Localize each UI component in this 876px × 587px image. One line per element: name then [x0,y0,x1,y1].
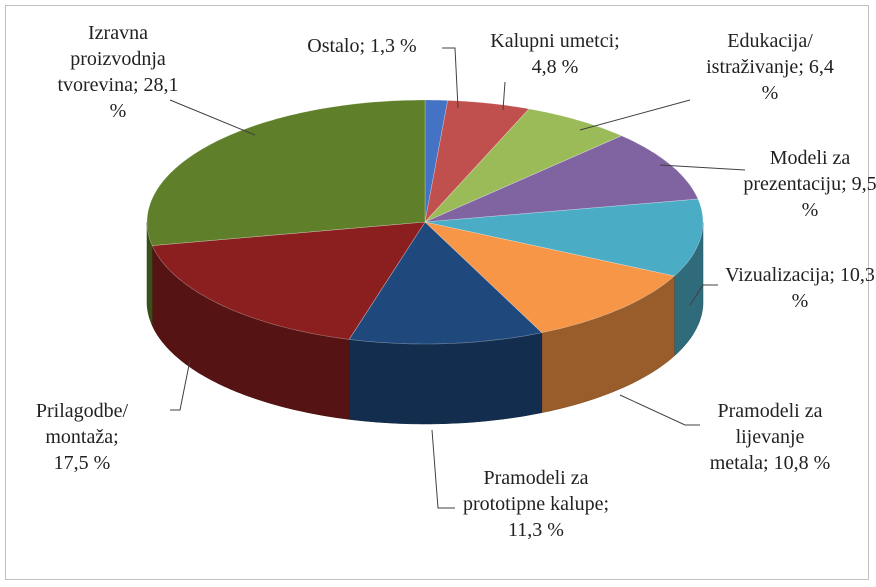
data-label: Pramodeli za lijevanje metala; 10,8 % [709,398,831,476]
slice [424,99,449,223]
data-label: Ostalo; 1,3 % [282,33,442,59]
value-label: 6,4 % [761,56,834,104]
data-label: Prilagodbe/ montaža; 17,5 % [27,398,137,476]
category-name: Ostalo [307,35,360,57]
separator: ; [614,30,620,52]
value-label: 28,1 % [109,74,179,122]
leader-line [579,99,691,131]
slice-side [348,332,543,425]
separator: ; [132,74,139,96]
data-label: Modeli za prezentaciju; 9,5 % [735,145,876,223]
value-label: 10,8 % [773,452,831,474]
data-label: Pramodeli za prototipne kalupe; 11,3 % [461,465,611,543]
leader-line [442,47,459,109]
value-label: 10,3 % [791,264,875,312]
slice-side [146,222,153,326]
slice [424,135,699,223]
data-label: Vizualizacija; 10,3 % [720,262,876,314]
slice [424,108,623,223]
leader-line [619,394,700,426]
leader-line [689,284,718,306]
category-name: Izravna proizvodnja tvorevina [57,22,166,96]
value-label: 4,8 % [531,56,579,78]
separator: ; [603,493,610,515]
category-name: Kalupni umetci [490,30,615,52]
leader-line [169,99,256,136]
separator: ; [841,173,847,195]
slice [424,221,675,334]
leader-line [659,164,746,171]
data-label: Kalupni umetci; 4,8 % [490,28,620,80]
separator: ; [763,452,769,474]
separator: ; [113,426,119,448]
category-name: Pramodeli za lijevanje metala [709,400,823,474]
slice [424,100,530,223]
value-label: 11,3 % [508,519,564,541]
category-name: Vizualizacija [725,264,830,286]
category-name: Pramodeli za prototipne kalupe [462,467,604,515]
category-name: Modeli za prezentaciju [743,147,851,195]
slice [146,99,426,246]
value-label: 17,5 % [53,452,111,474]
separator: ; [798,56,804,78]
separator: ; [829,264,835,286]
leader-line [502,81,506,111]
slice [151,221,426,340]
slice [424,198,704,277]
chart-frame [5,5,869,580]
value-label: 9,5 % [801,173,876,221]
separator: ; [359,35,366,57]
leader-line [431,429,455,509]
leader-line [170,359,191,411]
data-label: Izravna proizvodnja tvorevina; 28,1 % [53,20,183,124]
category-name: Edukacija/ istraživanje [706,30,813,78]
value-label: 1,3 % [370,35,417,57]
category-name: Prilagodbe/ montaža [35,400,129,448]
slice [348,221,543,345]
data-label: Edukacija/ istraživanje; 6,4 % [705,28,835,106]
